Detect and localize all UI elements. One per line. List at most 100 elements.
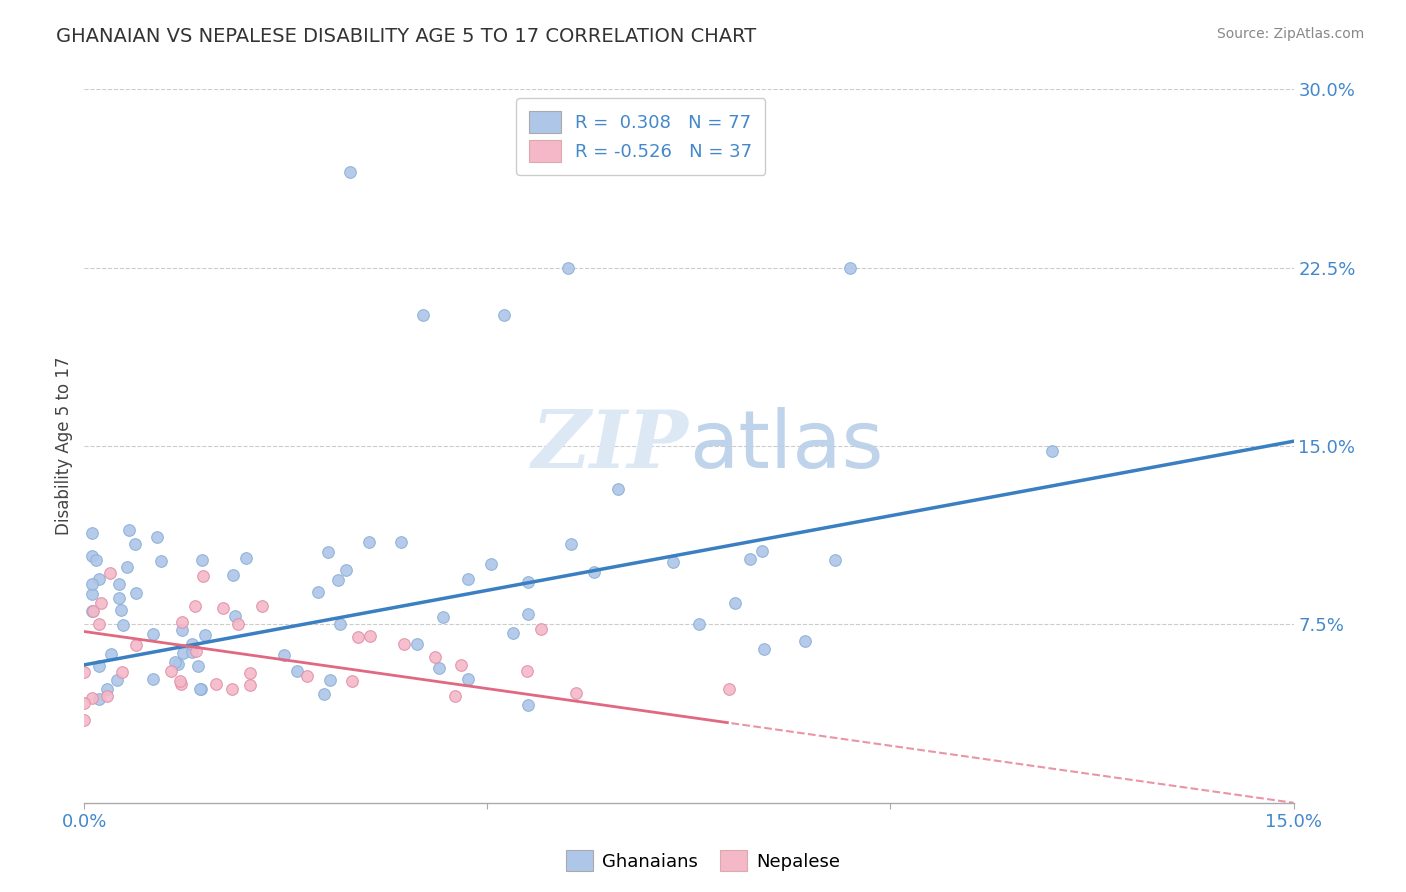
Point bbox=[82, 603, 104, 617]
Point bbox=[1040, 443, 1063, 458]
Point bbox=[751, 544, 773, 558]
Text: Source: ZipAtlas.com: Source: ZipAtlas.com bbox=[1216, 27, 1364, 41]
Point bbox=[224, 608, 246, 623]
Point bbox=[316, 544, 339, 558]
Point bbox=[108, 591, 131, 606]
Point bbox=[170, 624, 193, 638]
Point bbox=[73, 713, 96, 727]
Point bbox=[193, 569, 215, 583]
Point bbox=[87, 572, 110, 586]
Point bbox=[423, 650, 446, 665]
Point bbox=[740, 552, 762, 566]
Point bbox=[444, 689, 467, 703]
Point bbox=[188, 681, 211, 696]
Point bbox=[359, 534, 381, 549]
Point bbox=[172, 647, 194, 661]
Point bbox=[319, 673, 342, 688]
Point bbox=[516, 574, 538, 589]
Point bbox=[100, 648, 122, 662]
Point bbox=[110, 603, 132, 617]
Point bbox=[724, 596, 747, 610]
Y-axis label: Disability Age 5 to 17: Disability Age 5 to 17 bbox=[55, 357, 73, 535]
Point bbox=[194, 627, 217, 641]
Point bbox=[96, 681, 118, 696]
Point bbox=[235, 551, 257, 566]
Point bbox=[82, 691, 104, 706]
Point bbox=[108, 577, 131, 591]
Point bbox=[273, 648, 295, 663]
Point bbox=[359, 629, 381, 643]
Point bbox=[221, 567, 243, 582]
Point bbox=[115, 559, 138, 574]
Point bbox=[167, 657, 190, 672]
Point bbox=[287, 664, 309, 678]
Point bbox=[392, 636, 415, 650]
Point bbox=[184, 599, 207, 613]
Point bbox=[429, 661, 451, 675]
Point bbox=[557, 260, 579, 275]
Point bbox=[824, 553, 846, 567]
Point bbox=[326, 573, 349, 587]
Point bbox=[82, 604, 104, 618]
Point bbox=[73, 696, 96, 710]
Point bbox=[89, 617, 111, 632]
Point bbox=[204, 677, 226, 691]
Point bbox=[211, 600, 233, 615]
Point bbox=[516, 698, 538, 712]
Point bbox=[226, 617, 249, 632]
Point bbox=[530, 622, 553, 636]
Point bbox=[688, 616, 710, 631]
Point bbox=[516, 664, 538, 678]
Point bbox=[335, 563, 357, 577]
Legend: Ghanaians, Nepalese: Ghanaians, Nepalese bbox=[560, 843, 846, 879]
Point bbox=[89, 596, 111, 610]
Point bbox=[450, 657, 472, 672]
Point bbox=[492, 308, 515, 322]
Point bbox=[516, 607, 538, 621]
Point bbox=[118, 523, 141, 537]
Point bbox=[124, 537, 146, 551]
Point bbox=[583, 565, 606, 579]
Point bbox=[169, 673, 191, 688]
Point bbox=[312, 687, 335, 701]
Point bbox=[125, 638, 148, 652]
Point bbox=[565, 686, 588, 700]
Point bbox=[82, 549, 104, 563]
Text: atlas: atlas bbox=[689, 407, 883, 485]
Point bbox=[252, 599, 274, 613]
Point bbox=[181, 645, 204, 659]
Point bbox=[389, 534, 412, 549]
Point bbox=[793, 634, 815, 648]
Point bbox=[84, 553, 107, 567]
Point bbox=[479, 557, 502, 571]
Point bbox=[170, 615, 193, 629]
Point bbox=[405, 637, 427, 651]
Point bbox=[98, 566, 121, 581]
Point bbox=[339, 165, 361, 179]
Point bbox=[187, 659, 209, 673]
Point bbox=[150, 554, 173, 568]
Point bbox=[87, 692, 110, 706]
Point bbox=[82, 577, 104, 591]
Point bbox=[184, 643, 207, 657]
Point bbox=[340, 673, 363, 688]
Point bbox=[124, 586, 146, 600]
Point bbox=[560, 537, 582, 551]
Point bbox=[107, 673, 129, 687]
Point bbox=[190, 682, 212, 697]
Point bbox=[754, 641, 776, 656]
Point bbox=[839, 260, 862, 275]
Point bbox=[329, 616, 352, 631]
Point bbox=[190, 553, 212, 567]
Point bbox=[606, 482, 628, 496]
Point bbox=[239, 678, 262, 692]
Text: ZIP: ZIP bbox=[531, 408, 689, 484]
Point bbox=[181, 637, 204, 651]
Point bbox=[457, 672, 479, 686]
Text: GHANAIAN VS NEPALESE DISABILITY AGE 5 TO 17 CORRELATION CHART: GHANAIAN VS NEPALESE DISABILITY AGE 5 TO… bbox=[56, 27, 756, 45]
Point bbox=[170, 677, 193, 691]
Point bbox=[82, 587, 104, 601]
Point bbox=[89, 658, 111, 673]
Point bbox=[502, 626, 524, 640]
Point bbox=[347, 630, 370, 644]
